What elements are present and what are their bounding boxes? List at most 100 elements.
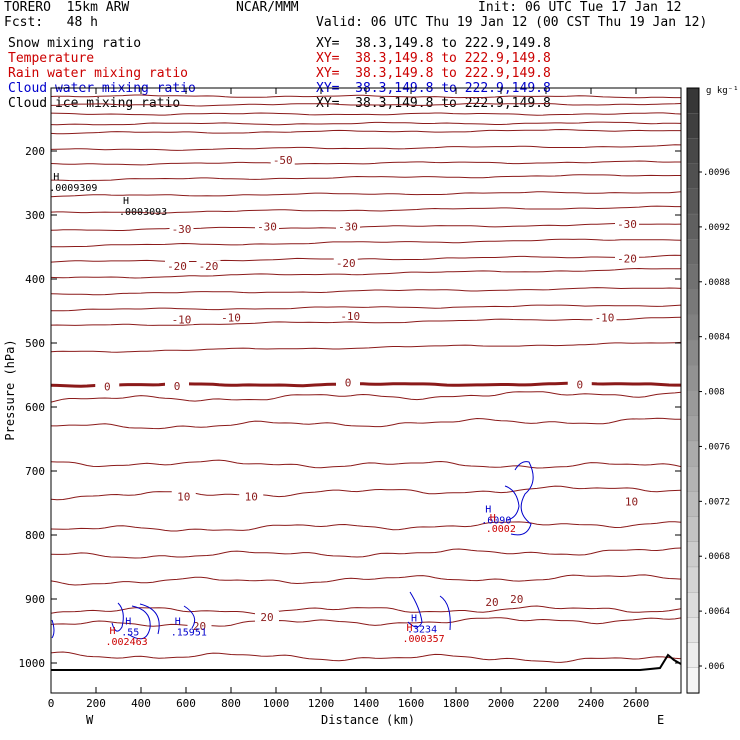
isotherm-label-bg	[270, 153, 295, 165]
colorbar-cell	[686, 213, 700, 240]
isotherm-line	[51, 287, 681, 296]
isotherm-line	[51, 254, 681, 263]
isotherm-label: -50	[273, 154, 293, 167]
isotherm-label-bg	[333, 257, 358, 268]
extremum-mark: H	[125, 617, 131, 628]
colorbar-tick-label: .0084	[703, 333, 730, 343]
isotherm-line	[51, 160, 681, 166]
x-axis-label: Distance (km)	[321, 713, 415, 727]
cloud-water-contour	[127, 605, 151, 640]
colorbar-cell	[686, 541, 700, 568]
extremum-value: .0003093	[119, 207, 167, 218]
isotherm-label: 20	[260, 611, 273, 624]
extremum-value: .15951	[171, 628, 207, 639]
y-tick-label: 300	[25, 209, 45, 222]
y-tick-label: 500	[25, 337, 45, 350]
colorbar-cell	[686, 289, 700, 316]
org-title: NCAR/MMM	[236, 0, 299, 15]
isotherm-label: 10	[245, 491, 258, 504]
terrain-line	[51, 653, 681, 671]
colorbar-cell	[686, 138, 700, 165]
isotherm-label: 0	[345, 377, 352, 390]
y-tick-label: 200	[25, 145, 45, 158]
cloud-water-contour	[407, 591, 423, 628]
isotherm-label: -30	[172, 223, 192, 236]
isotherm-label: 0	[576, 379, 583, 392]
isotherm-line	[51, 304, 681, 312]
colorbar-tick-label: .0092	[703, 223, 730, 233]
cloud-water-contour	[439, 595, 451, 631]
xy-line-snow: XY= 38.3,149.8 to 222.9,149.8	[316, 36, 551, 51]
colorbar-cell	[686, 415, 700, 442]
isotherm-line	[51, 238, 681, 248]
isotherm-line	[51, 617, 681, 627]
x-tick-label: 0	[48, 697, 55, 710]
isotherm-label: 0	[174, 380, 181, 393]
colorbar-tick-label: .0076	[703, 442, 730, 452]
valid-time: Valid: 06 UTC Thu 19 Jan 12 (00 CST Thu …	[316, 15, 708, 30]
xy-line-temperature: XY= 38.3,149.8 to 222.9,149.8	[316, 51, 551, 66]
isotherm-line	[51, 191, 681, 198]
isotherm-label: 20	[193, 620, 206, 633]
extremum-value: .3234	[407, 624, 437, 635]
isotherm-label: 20	[485, 596, 498, 609]
isotherm-label: -30	[338, 221, 358, 234]
x-tick-label: 1000	[263, 697, 290, 710]
isotherm-label-bg	[239, 490, 264, 502]
y-tick-label: 800	[25, 529, 45, 542]
isotherm-label-bg	[219, 311, 243, 323]
isotherm-label-bg	[169, 223, 194, 235]
isotherm-label-bg	[592, 311, 617, 323]
y-tick-label: 700	[25, 465, 45, 478]
isotherm-line	[51, 391, 681, 403]
isotherm-label-bg	[615, 252, 639, 264]
isotherm-line	[51, 128, 681, 135]
isotherm-label-bg	[165, 379, 189, 391]
x-tick-label: 2400	[578, 697, 605, 710]
field-label-snow: Snow mixing ratio	[8, 36, 142, 51]
colorbar-unit: g kg⁻¹	[706, 86, 739, 96]
colorbar-cell	[686, 87, 700, 114]
colorbar-cell	[686, 113, 700, 140]
extremum-value: .55	[121, 628, 139, 639]
isotherm-line	[51, 521, 681, 532]
colorbar-cell	[686, 163, 700, 190]
extremum-value: .0002	[486, 524, 516, 535]
isotherm-line	[51, 121, 681, 126]
y-tick-label: 1000	[19, 657, 46, 670]
isotherm-line	[51, 417, 681, 430]
isotherm-line	[51, 102, 681, 107]
colorbar-tick-label: .0072	[703, 497, 730, 507]
colorbar-tick-label: .0064	[703, 607, 730, 617]
extremum-mark: H	[490, 513, 496, 524]
cloud-water-contour	[51, 619, 55, 639]
isotherm-label-bg	[567, 378, 592, 390]
colorbar-cell	[686, 390, 700, 417]
forecast-hour: Fcst: 48 h	[4, 15, 98, 30]
colorbar-cell	[686, 365, 700, 392]
x-tick-label: 1200	[308, 697, 335, 710]
isotherm-label: -10	[595, 311, 615, 324]
isotherm-label-bg	[255, 610, 279, 622]
colorbar-cell	[686, 592, 700, 619]
x-tick-label: 2600	[623, 697, 650, 710]
colorbar-cell	[686, 465, 700, 492]
isotherm-label: -30	[617, 218, 637, 231]
colorbar-cell	[686, 239, 700, 266]
cloud-water-contour	[510, 461, 534, 536]
field-label-rain: Rain water mixing ratio	[8, 66, 189, 81]
isotherm-line	[51, 174, 681, 182]
extremum-mark: H	[407, 623, 413, 634]
cloud-water-contour	[504, 485, 520, 521]
colorbar-tick-label: .008	[703, 388, 725, 398]
isotherm-label-bg	[165, 260, 189, 272]
x-tick-label: 400	[131, 697, 151, 710]
isotherm-label: -20	[167, 260, 187, 273]
isotherm-label: -10	[221, 311, 241, 324]
isotherm-line	[51, 574, 681, 586]
colorbar-cell	[686, 188, 700, 215]
isotherm-label: 10	[177, 491, 190, 504]
y-tick-label: 600	[25, 401, 45, 414]
isotherm-line	[51, 94, 681, 99]
isotherm-line	[51, 651, 681, 663]
